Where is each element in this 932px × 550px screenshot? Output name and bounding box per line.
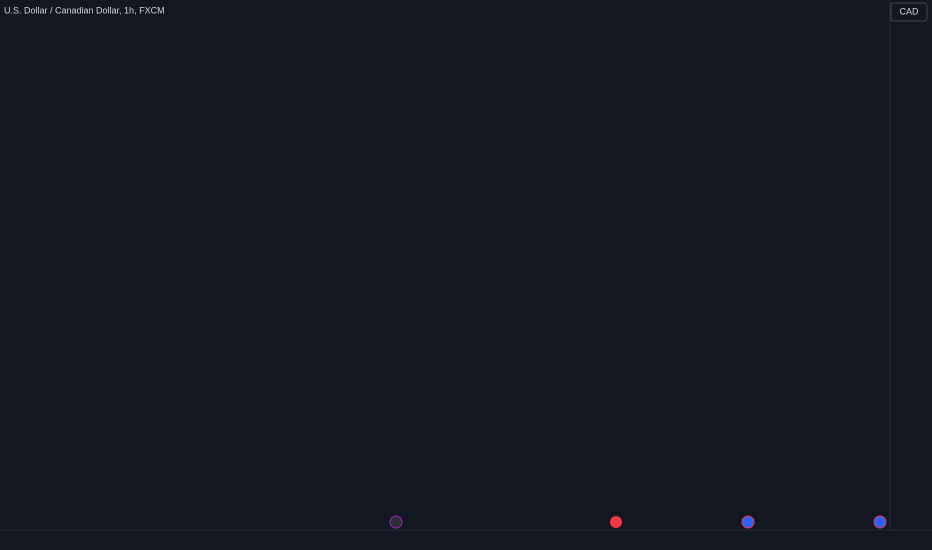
price-axis: [890, 0, 932, 550]
event-icon[interactable]: [873, 515, 887, 529]
currency-label[interactable]: CAD: [899, 6, 919, 16]
event-icon[interactable]: [741, 515, 755, 529]
chart-title: U.S. Dollar / Canadian Dollar, 1h, FXCM: [4, 5, 165, 15]
event-icon[interactable]: [610, 516, 622, 528]
event-icon[interactable]: [389, 515, 403, 529]
currency-button[interactable]: [890, 2, 928, 22]
